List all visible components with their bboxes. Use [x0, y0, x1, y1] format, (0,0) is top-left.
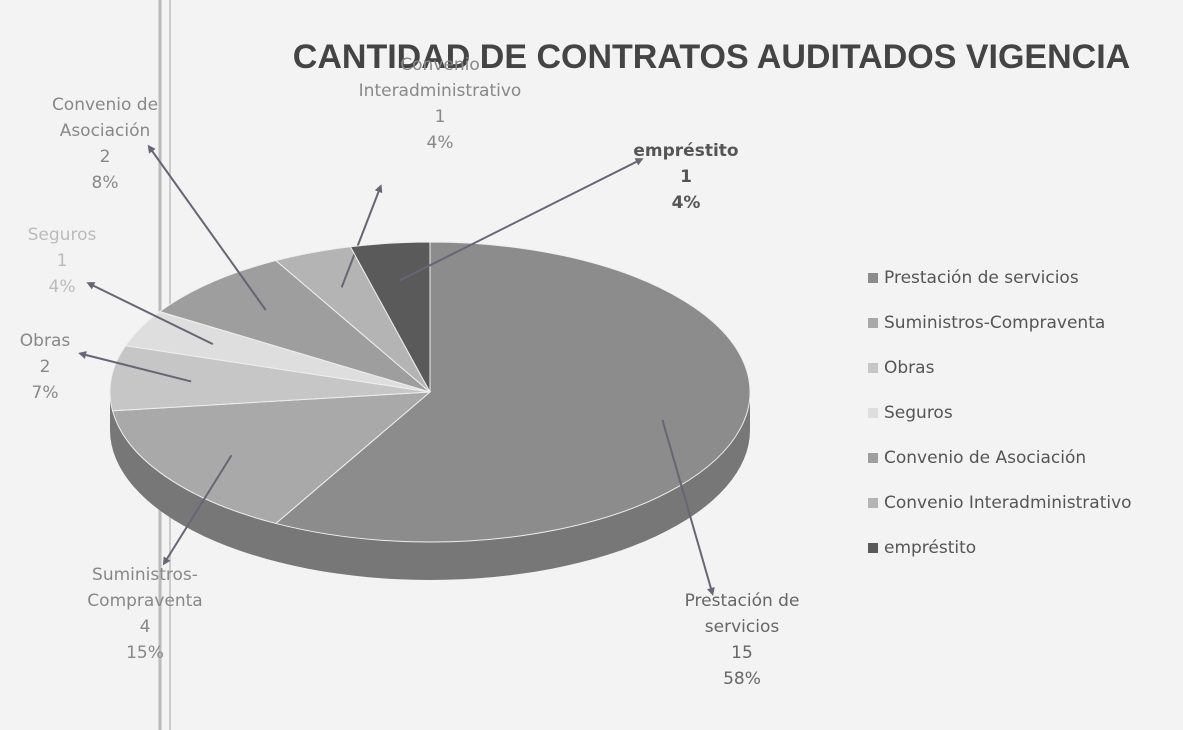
legend-item: Obras — [868, 358, 1132, 403]
chart-title: CANTIDAD DE CONTRATOS AUDITADOS VIGENCIA — [292, 38, 1131, 76]
legend-label: Convenio de Asociación — [884, 448, 1087, 468]
leader-arrow — [162, 556, 171, 566]
leader-arrow — [147, 144, 156, 154]
leader-arrow — [707, 587, 715, 596]
legend-item: Seguros — [868, 403, 1132, 448]
leader-line — [399, 159, 641, 282]
label-category: empréstito — [633, 141, 739, 161]
label-count: 1 — [56, 251, 68, 271]
leader-arrow — [634, 158, 644, 166]
label-category: Convenio Interadministrativo — [358, 55, 522, 101]
legend-item: Suministros-Compraventa — [868, 313, 1132, 358]
legend-label: Seguros — [884, 403, 953, 423]
data-label: Seguros 1 4% — [12, 222, 112, 300]
legend-swatch — [868, 453, 878, 463]
label-count: 15 — [731, 643, 753, 663]
leader-line — [81, 353, 192, 383]
label-percent: 4% — [426, 133, 454, 153]
data-label: Prestación de servicios 15 58% — [657, 588, 827, 692]
leader-line — [89, 283, 214, 345]
label-percent: 7% — [31, 383, 59, 403]
pie-slice — [111, 391, 432, 524]
leader-arrow — [86, 282, 96, 290]
label-category: Convenio de Asociación — [51, 95, 159, 141]
label-category: Prestación de servicios — [684, 591, 800, 637]
legend-swatch — [868, 498, 878, 508]
data-label: Suministros-Compraventa 4 15% — [60, 562, 230, 666]
pie-slice — [349, 241, 431, 393]
legend-swatch — [868, 408, 878, 418]
leader-arrow — [374, 184, 383, 194]
label-category: Suministros-Compraventa — [87, 565, 203, 611]
legend-item: Prestación de servicios — [868, 268, 1132, 313]
data-label: Obras 2 7% — [0, 328, 90, 406]
leader-line — [149, 147, 267, 311]
label-category: Obras — [19, 331, 71, 351]
legend-label: Obras — [884, 358, 935, 378]
legend-item: Convenio de Asociación — [868, 448, 1132, 493]
label-percent: 8% — [91, 173, 119, 193]
label-percent: 15% — [126, 643, 164, 663]
legend-item: Convenio Interadministrativo — [868, 493, 1132, 538]
legend-swatch — [868, 273, 878, 283]
data-label: Convenio Interadministrativo 1 4% — [320, 52, 560, 156]
label-count: 2 — [39, 357, 51, 377]
leader-line — [340, 187, 381, 288]
pie-slice — [158, 260, 431, 393]
leader-arrow — [78, 351, 87, 359]
data-label: empréstito 1 4% — [616, 138, 756, 216]
label-count: 1 — [680, 167, 692, 187]
label-percent: 4% — [671, 193, 701, 213]
data-label: Convenio de Asociación 2 8% — [30, 92, 180, 196]
pie-slice — [274, 241, 751, 543]
legend-label: Prestación de servicios — [884, 268, 1079, 288]
legend-swatch — [868, 363, 878, 373]
legend-swatch — [868, 318, 878, 328]
label-percent: 4% — [48, 277, 76, 297]
pie-slice — [109, 345, 431, 412]
legend-label: empréstito — [884, 538, 977, 558]
label-count: 4 — [139, 617, 151, 637]
leader-line — [164, 454, 233, 563]
label-count: 2 — [99, 147, 111, 167]
legend: Prestación de servicios Suministros-Compr… — [868, 268, 1132, 583]
leader-line — [661, 419, 713, 593]
legend-label: Convenio Interadministrativo — [884, 493, 1132, 513]
label-percent: 58% — [723, 669, 761, 689]
label-count: 1 — [434, 107, 446, 127]
label-category: Seguros — [27, 225, 97, 245]
legend-item: empréstito — [868, 538, 1132, 583]
legend-label: Suministros-Compraventa — [884, 313, 1106, 333]
legend-swatch — [868, 543, 878, 553]
